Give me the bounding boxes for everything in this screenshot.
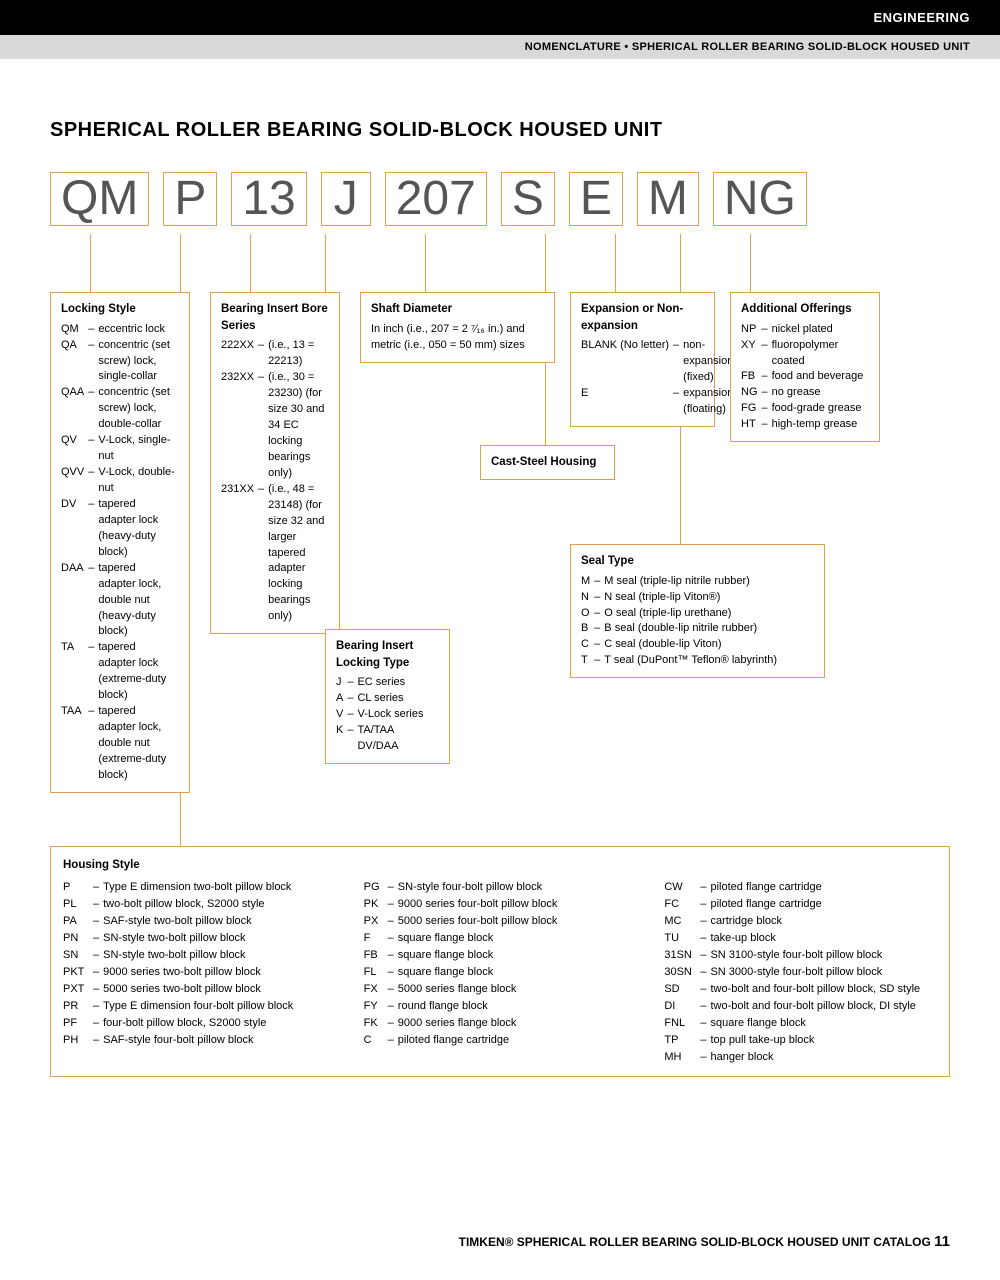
code-m: M xyxy=(637,172,699,226)
code-j: J xyxy=(321,172,371,226)
additional-box: Additional Offerings NP–nickel platedXY–… xyxy=(730,292,880,442)
locking-type-list: J–EC seriesA–CL seriesV–V-Lock seriesK–T… xyxy=(336,675,439,755)
connector xyxy=(615,234,616,292)
description-area: Locking Style QM–eccentric lockQA–concen… xyxy=(50,234,950,934)
code-207: 207 xyxy=(385,172,487,226)
expansion-list: BLANK (No letter)–non-expansion (fixed)E… xyxy=(581,338,737,418)
connector xyxy=(250,234,251,292)
footer-text: TIMKEN® SPHERICAL ROLLER BEARING SOLID-B… xyxy=(459,1235,931,1249)
locking-style-box: Locking Style QM–eccentric lockQA–concen… xyxy=(50,292,190,793)
bore-series-title: Bearing Insert Bore Series xyxy=(221,301,329,334)
cast-steel-box: Cast-Steel Housing xyxy=(480,445,615,480)
connector xyxy=(90,234,91,292)
code-qm: QM xyxy=(50,172,149,226)
footer-page: 11 xyxy=(934,1233,950,1250)
shaft-diameter-text: In inch (i.e., 207 = 2 ⁷⁄₁₆ in.) and met… xyxy=(371,322,544,354)
bore-series-box: Bearing Insert Bore Series 222XX–(i.e., … xyxy=(210,292,340,634)
seal-type-box: Seal Type M–M seal (triple-lip nitrile r… xyxy=(570,544,825,678)
housing-style-title: Housing Style xyxy=(63,857,937,875)
locking-style-title: Locking Style xyxy=(61,301,179,318)
housing-col1: P–Type E dimension two-bolt pillow block… xyxy=(63,879,297,1049)
seal-type-list: M–M seal (triple-lip nitrile rubber)N–N … xyxy=(581,574,781,670)
connector xyxy=(750,234,751,292)
header-gray-bar: NOMENCLATURE • SPHERICAL ROLLER BEARING … xyxy=(0,35,1000,59)
nomenclature-code-row: QM P 13 J 207 S E M NG xyxy=(50,172,950,226)
breadcrumb-label: NOMENCLATURE • SPHERICAL ROLLER BEARING … xyxy=(525,41,970,53)
locking-style-list: QM–eccentric lockQA–concentric (set scre… xyxy=(61,322,179,784)
bore-series-list: 222XX–(i.e., 13 = 22213)232XX–(i.e., 30 … xyxy=(221,338,329,625)
footer: TIMKEN® SPHERICAL ROLLER BEARING SOLID-B… xyxy=(459,1233,950,1250)
additional-list: NP–nickel platedXY–fluoropolymer coatedF… xyxy=(741,322,869,434)
housing-col3: CW–piloted flange cartridgeFC–piloted fl… xyxy=(664,879,924,1067)
expansion-title: Expansion or Non-expansion xyxy=(581,301,704,334)
connector xyxy=(425,234,426,292)
code-ng: NG xyxy=(713,172,807,226)
additional-title: Additional Offerings xyxy=(741,301,869,318)
shaft-diameter-box: Shaft Diameter In inch (i.e., 207 = 2 ⁷⁄… xyxy=(360,292,555,363)
housing-style-box: Housing Style P–Type E dimension two-bol… xyxy=(50,846,950,1077)
expansion-box: Expansion or Non-expansion BLANK (No let… xyxy=(570,292,715,427)
code-p: P xyxy=(163,172,217,226)
header-black-bar: ENGINEERING xyxy=(0,0,1000,35)
code-13: 13 xyxy=(231,172,306,226)
page-title: SPHERICAL ROLLER BEARING SOLID-BLOCK HOU… xyxy=(50,119,950,142)
cast-steel-title: Cast-Steel Housing xyxy=(491,454,604,471)
engineering-label: ENGINEERING xyxy=(873,10,970,25)
code-s: S xyxy=(501,172,555,226)
page-content: SPHERICAL ROLLER BEARING SOLID-BLOCK HOU… xyxy=(0,59,1000,934)
shaft-diameter-title: Shaft Diameter xyxy=(371,301,544,318)
locking-type-box: Bearing Insert Locking Type J–EC seriesA… xyxy=(325,629,450,764)
code-e: E xyxy=(569,172,623,226)
seal-type-title: Seal Type xyxy=(581,553,814,570)
housing-col2: PG–SN-style four-bolt pillow blockPK–900… xyxy=(364,879,562,1049)
locking-type-title: Bearing Insert Locking Type xyxy=(336,638,439,671)
